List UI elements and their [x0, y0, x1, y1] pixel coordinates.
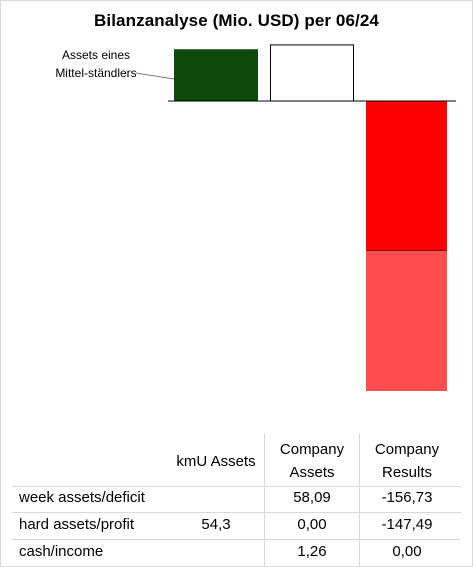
bar-company-results-segment-1	[366, 101, 447, 251]
bar-company-results-segment-2	[366, 250, 447, 391]
annotation-label: Assets eines Mittel-ständlers	[40, 47, 152, 82]
annotation-leader-line	[135, 72, 175, 80]
chart-title: Bilanzanalyse (Mio. USD) per 06/24	[94, 11, 379, 30]
annotation-text: Assets eines Mittel-ständlers	[55, 48, 137, 80]
bar-kmu-assets	[174, 49, 258, 101]
bar-company-assets	[270, 44, 354, 102]
